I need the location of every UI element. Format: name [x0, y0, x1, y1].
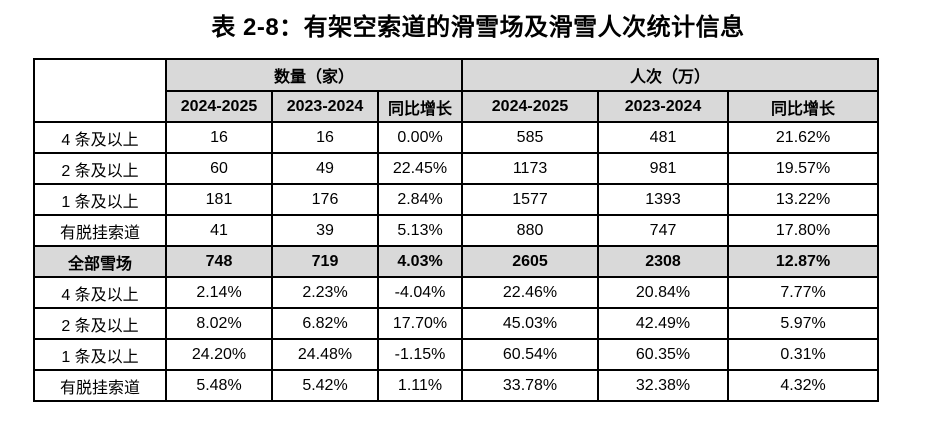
table-cell: 24.48%: [271, 338, 379, 371]
table-cell: 5.97%: [727, 307, 880, 340]
colgroup-visits: 人次（万）: [461, 58, 880, 92]
header-sub-row: 2024-2025 2023-2024 同比增长 2024-2025 2023-…: [34, 90, 880, 123]
table-cell: 880: [461, 214, 600, 247]
table-cell: 5.42%: [271, 369, 379, 402]
table-row: 2 条及以上 60 49 22.45% 1173 981 19.57%: [33, 152, 880, 185]
table-cell: -1.15%: [376, 338, 464, 371]
table-cell: 4.03%: [376, 245, 464, 278]
table-cell: 748: [165, 245, 273, 278]
table-title: 表 2-8：有架空索道的滑雪场及滑雪人次统计信息: [211, 14, 745, 41]
table-cell: 42.49%: [597, 307, 730, 340]
table-cell: 49: [271, 152, 379, 185]
table-cell: 981: [597, 152, 730, 185]
table-row: 2 条及以上 8.02% 6.82% 17.70% 45.03% 42.49% 5.97%: [33, 307, 880, 340]
row-label: 有脱挂索道: [33, 214, 167, 247]
table-cell: 481: [597, 121, 730, 154]
table-cell: 8.02%: [165, 307, 273, 340]
table-cell: 20.84%: [597, 276, 730, 309]
table-cell: -4.04%: [376, 276, 464, 309]
table-row: 4 条及以上 16 16 0.00% 585 481 21.62%: [33, 121, 880, 154]
subheader-visits-yoy: 同比增长: [727, 90, 880, 123]
table-cell: 22.45%: [376, 152, 464, 185]
table-body: 4 条及以上 16 16 0.00% 585 481 21.62% 2 条及以上 60 49 22.…: [33, 121, 880, 402]
table-cell: 2308: [597, 245, 730, 278]
row-label: 全部雪场: [33, 245, 167, 278]
colgroup-quantity: 数量（家）: [164, 58, 464, 92]
table-row-total: 全部雪场 748 719 4.03% 2605 2308 12.87%: [33, 245, 880, 278]
table-cell: 19.57%: [727, 152, 880, 185]
table-cell: 32.38%: [597, 369, 730, 402]
table-row: 1 条及以上 181 176 2.84% 1577 1393 13.22%: [33, 183, 880, 216]
table-cell: 60: [165, 152, 273, 185]
table-row: 有脱挂索道 41 39 5.13% 880 747 17.80%: [33, 214, 880, 247]
table-cell: 2605: [461, 245, 600, 278]
row-label: 1 条及以上: [33, 338, 167, 371]
table-cell: 585: [461, 121, 600, 154]
subheader-visits-2023-2024: 2023-2024: [597, 90, 730, 123]
stats-table: 数量（家） 人次（万） 2024-2025 2023-2024 同比增长 202…: [33, 58, 880, 402]
table-cell: 4.32%: [727, 369, 880, 402]
table-cell: 719: [271, 245, 379, 278]
table-cell: 6.82%: [271, 307, 379, 340]
table-cell: 41: [165, 214, 273, 247]
table-cell: 16: [165, 121, 273, 154]
table-row: 1 条及以上 24.20% 24.48% -1.15% 60.54% 60.35% 0.31…: [33, 338, 880, 371]
table-cell: 5.48%: [165, 369, 273, 402]
table-cell: 21.62%: [727, 121, 880, 154]
header-group-row: 数量（家） 人次（万）: [33, 58, 880, 123]
table-cell: 2.23%: [271, 276, 379, 309]
table-cell: 747: [597, 214, 730, 247]
row-label: 2 条及以上: [33, 307, 167, 340]
table-cell: 0.00%: [376, 121, 464, 154]
table-row: 4 条及以上 2.14% 2.23% -4.04% 22.46% 20.84% 7.77%: [33, 276, 880, 309]
table-cell: 1393: [597, 183, 730, 216]
table-cell: 17.70%: [376, 307, 464, 340]
subheader-qty-2024-2025: 2024-2025: [165, 90, 273, 123]
subheader-visits-2024-2025: 2024-2025: [461, 90, 600, 123]
subheader-qty-yoy: 同比增长: [376, 90, 464, 123]
row-label: 有脱挂索道: [33, 369, 167, 402]
subheader-qty-2023-2024: 2023-2024: [271, 90, 379, 123]
table-cell: 176: [271, 183, 379, 216]
table-cell: 1173: [461, 152, 600, 185]
table-cell: 39: [271, 214, 379, 247]
table-cell: 60.54%: [461, 338, 600, 371]
table-header: 数量（家） 人次（万） 2024-2025 2023-2024 同比增长 202…: [33, 58, 880, 123]
table-cell: 2.84%: [376, 183, 464, 216]
table-cell: 45.03%: [461, 307, 600, 340]
table-cell: 17.80%: [727, 214, 880, 247]
table-cell: 2.14%: [165, 276, 273, 309]
table-cell: 33.78%: [461, 369, 600, 402]
table-cell: 1577: [461, 183, 600, 216]
table-cell: 1.11%: [376, 369, 464, 402]
row-label: 4 条及以上: [33, 121, 167, 154]
table-cell: 13.22%: [727, 183, 880, 216]
table-row: 有脱挂索道 5.48% 5.42% 1.11% 33.78% 32.38% 4.32%: [33, 369, 880, 402]
row-label: 1 条及以上: [33, 183, 167, 216]
corner-cell: [33, 58, 167, 123]
table-cell: 7.77%: [727, 276, 880, 309]
table-cell: 0.31%: [727, 338, 880, 371]
row-label: 4 条及以上: [33, 276, 167, 309]
table-cell: 24.20%: [165, 338, 273, 371]
row-label: 2 条及以上: [33, 152, 167, 185]
table-cell: 60.35%: [597, 338, 730, 371]
table-cell: 22.46%: [461, 276, 600, 309]
table-cell: 12.87%: [727, 245, 880, 278]
table-cell: 5.13%: [376, 214, 464, 247]
table-cell: 16: [271, 121, 379, 154]
table-cell: 181: [165, 183, 273, 216]
